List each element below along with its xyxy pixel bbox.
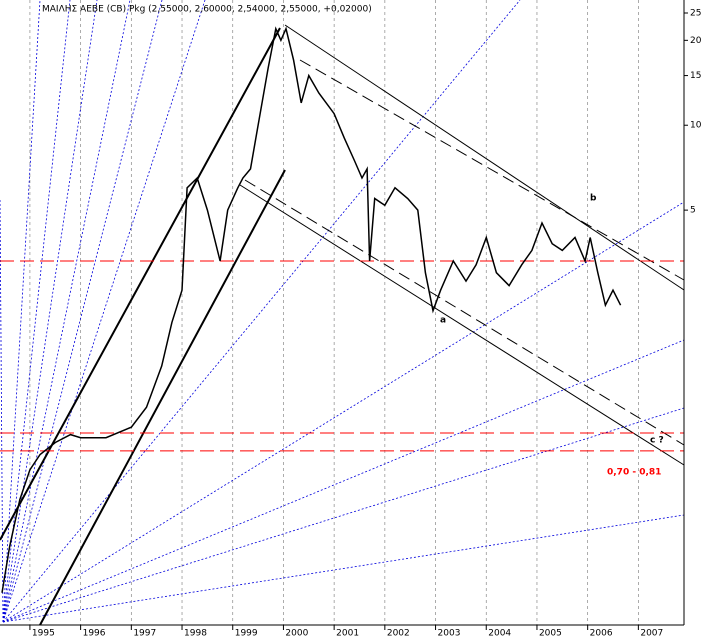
x-tick-label: 1999 [235,629,258,638]
fan-line [2,0,206,623]
fan-lines [0,0,685,623]
trend-lines [0,24,685,626]
channel-line [244,179,685,446]
x-tick-label: 2004 [488,629,511,638]
channel-line [39,169,286,626]
plot [0,26,684,593]
x-tick-label: 2005 [539,629,562,638]
y-tick-label: 10 [690,121,702,131]
x-tick-label: 1998 [184,629,207,638]
channel-line [284,24,685,291]
grid [29,0,639,625]
price-line [1,26,622,593]
y-tick-label: 5 [690,206,696,216]
annotation: c ? [650,436,664,446]
channel-line [299,59,685,281]
annotation: a [440,316,446,326]
x-tick-label: 1997 [133,629,156,638]
fan-line [2,407,685,623]
y-tick-label: 15 [690,71,701,81]
x-tick-label: 2006 [590,629,613,638]
x-tick-label: 2000 [285,629,308,638]
fan-line [2,0,521,623]
fan-line [2,201,685,623]
annotation: b [590,194,597,204]
fan-line [2,0,98,623]
x-tick-label: 2001 [336,629,359,638]
fan-line [2,0,131,623]
fan-line [2,514,685,623]
channel-line [0,27,281,541]
y-tick-label: 20 [690,36,702,46]
x-tick-label: 1996 [83,629,106,638]
fan-line [2,0,71,623]
annotation: 0,70 - 0,81 [607,468,661,478]
fan-line [2,339,685,623]
y-tick-label: 25 [690,9,701,19]
fan-line [2,0,163,623]
channel-line [239,184,685,466]
x-tick-label: 2003 [438,629,461,638]
x-tick-label: 2002 [387,629,410,638]
chart-title: ΜΑΙΛΗΣ ΑΕΒΕ (CB) Pkg (2,55000, 2,60000, … [42,5,372,15]
x-tick-label: 2007 [640,629,663,638]
x-tick-label: 1995 [32,629,55,638]
